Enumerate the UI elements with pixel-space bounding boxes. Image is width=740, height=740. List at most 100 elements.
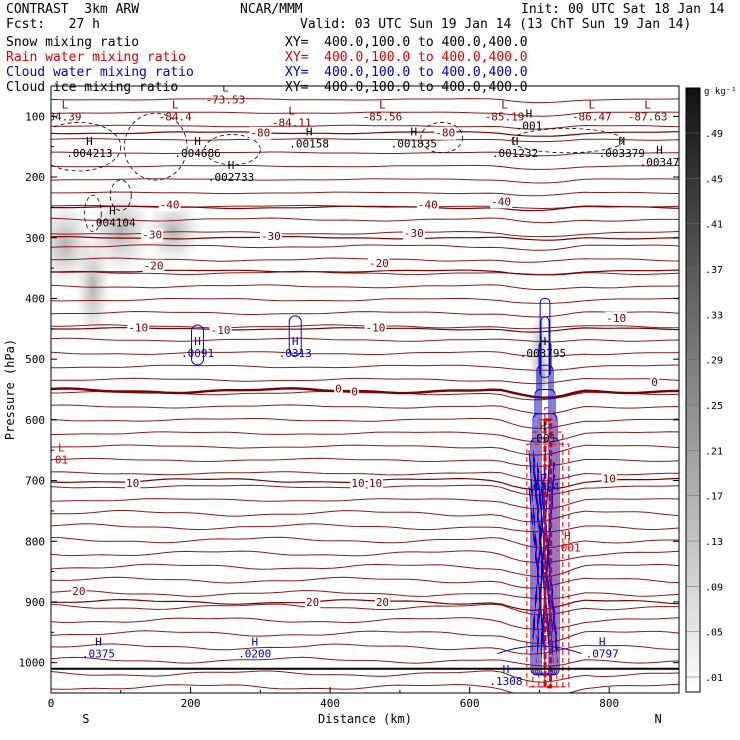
- extremum-marker: H: [251, 636, 258, 649]
- temperature-contour-line: [51, 550, 679, 563]
- temperature-contour-line: [51, 590, 679, 600]
- isotherm-label-bg: [249, 126, 272, 140]
- temperature-contour-line: [51, 377, 679, 385]
- temperature-contour-line: [51, 191, 679, 197]
- extremum-value: -86.47: [572, 110, 612, 123]
- extremum-marker: H: [86, 135, 93, 148]
- x-tick-label: 600: [460, 697, 480, 710]
- field-label-cloudwater: Cloud water mixing ratio: [6, 65, 194, 80]
- init-time: Init: 00 UTC Sat 18 Jan 14: [521, 2, 725, 17]
- x-tick-label: 400: [320, 697, 340, 710]
- extremum-marker: H: [540, 335, 547, 348]
- snow-contour: [420, 122, 464, 154]
- temperature-contour-line: [51, 98, 679, 104]
- colorbar-tick-label: .49: [705, 129, 723, 140]
- y-axis-title: Pressure (hPa): [3, 339, 17, 440]
- extremum-marker: H: [503, 663, 510, 676]
- temperature-contour-line: [51, 670, 679, 683]
- y-tick-label: 500: [25, 353, 45, 366]
- y-tick-label: 1000: [19, 657, 46, 670]
- isotherm-label: -40: [418, 198, 438, 211]
- snow-contour: [84, 194, 102, 233]
- colorbar-tick-label: .05: [705, 628, 723, 639]
- extremum-value: -84.4: [159, 110, 192, 123]
- colorbar-tick-label: .09: [705, 582, 723, 593]
- isotherm-label-bg: [334, 382, 343, 396]
- extremum-marker: H: [306, 126, 313, 139]
- isotherm-label: -20: [144, 260, 164, 273]
- x-tick-label: 800: [599, 697, 619, 710]
- colorbar-tick-label: .41: [705, 220, 723, 231]
- temperature-contour-line: [51, 536, 679, 549]
- temperature-contour-line: [51, 337, 679, 343]
- temperature-contour-line: [51, 498, 679, 510]
- isotherm-label: -10: [128, 322, 148, 335]
- isotherm-label-bg: [71, 585, 87, 599]
- isotherm-label-bg: [350, 476, 366, 490]
- isotherm-label: -40: [491, 195, 511, 208]
- isotherm-label: -30: [142, 229, 162, 242]
- field-label-cloudice: Cloud ice mixing ratio: [6, 80, 179, 95]
- extremum-marker: H: [599, 636, 606, 649]
- temperature-contour-line: [51, 124, 679, 130]
- extremum-marker: H: [411, 126, 418, 139]
- extremum-value: 01: [55, 453, 68, 466]
- extremum-value: -85.56: [363, 110, 403, 123]
- isotherm-label-bg: [209, 324, 232, 338]
- isotherm-label: -10: [211, 324, 231, 337]
- extremum-value: -87.63: [628, 110, 668, 123]
- isotherm-label-bg: [142, 259, 165, 273]
- extremum-value: .001: [516, 119, 543, 132]
- extremum-value: .0797: [586, 648, 619, 661]
- isotherm-label: -30: [261, 230, 281, 243]
- temperature-contour-line: [51, 509, 679, 523]
- isotherm-label: 0: [351, 385, 358, 398]
- snow-contour: [511, 128, 624, 154]
- colorbar-tick-label: .29: [705, 356, 723, 367]
- y-tick-label: 100: [25, 110, 45, 123]
- temperature-contour-line: [51, 630, 679, 644]
- field-xy-snow: XY= 400.0,100.0 to 400.0,400.0: [285, 35, 528, 50]
- extremum-value: .002733: [208, 171, 254, 184]
- isotherm-label: 20: [376, 596, 389, 609]
- isotherm-label-bg: [416, 198, 439, 212]
- snow-contour: [109, 179, 132, 211]
- y-tick-label: 700: [25, 475, 45, 488]
- cloud-water-contour: [532, 450, 550, 639]
- cloud-water-contour: [539, 297, 551, 378]
- model-title: CONTRAST 3km ARW: [6, 2, 140, 17]
- temperature-contour-line: [51, 310, 679, 318]
- extremum-value: -85.19: [485, 110, 525, 123]
- extremum-value: .004104: [89, 217, 136, 230]
- temperature-contour-line: [51, 111, 679, 117]
- isotherm-label: 0: [335, 382, 342, 395]
- extremum-marker: H: [540, 469, 547, 482]
- extremum-marker: H: [292, 335, 299, 348]
- extremum-marker: H: [564, 529, 571, 542]
- isotherm-label: 10: [603, 473, 616, 486]
- extremum-value: .004686: [174, 147, 220, 160]
- isotherm-0: [51, 387, 679, 399]
- temperature-contour-line: [51, 284, 679, 291]
- y-tick-label: 200: [25, 171, 45, 184]
- temperature-contour-line: [51, 431, 679, 443]
- temperature-contour-line: [51, 297, 679, 304]
- temperature-contour-line: [51, 351, 679, 358]
- center-title: NCAR/MMM: [240, 2, 303, 17]
- isotherm-label: -10: [606, 312, 626, 325]
- temperature-contour-line: [51, 151, 679, 157]
- cloud-water-contour: [191, 324, 205, 366]
- temperature-contour-line: [51, 444, 679, 456]
- colorbar-tick-label: .17: [705, 492, 723, 503]
- isotherm-label: -80: [250, 127, 270, 140]
- isotherm-label-bg: [367, 476, 384, 490]
- isotherm-label-bg: [125, 476, 141, 490]
- isotherm-label-bg: [364, 321, 387, 335]
- extremum-marker: L: [501, 98, 508, 111]
- extremum-marker: L: [288, 104, 295, 117]
- temperature-contour-line: [51, 576, 679, 589]
- extremum-value: -73.53: [206, 93, 246, 106]
- extremum-marker: H: [194, 135, 201, 148]
- extremum-value: .003379: [599, 147, 645, 160]
- isotherm-label: 20: [306, 596, 319, 609]
